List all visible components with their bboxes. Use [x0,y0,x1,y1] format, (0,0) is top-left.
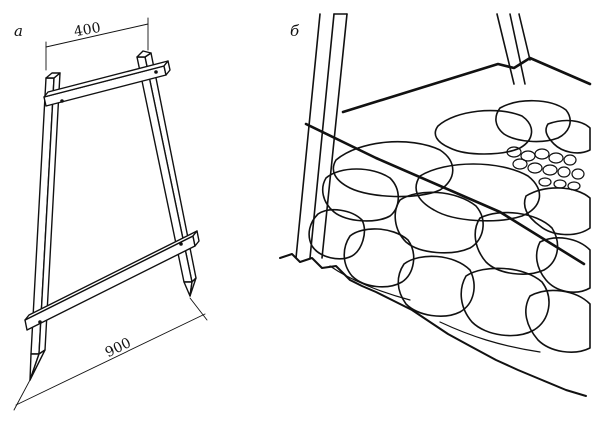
dimension-top-value: 400 [73,20,102,40]
bolt [60,99,64,103]
panel-b-label: б [290,22,300,40]
sandbags-middle-row [321,168,591,293]
ground-line [279,253,587,397]
frame-lines [304,56,592,266]
sandbags-bottom-row [308,208,591,353]
sandbags-top-row [332,99,591,236]
bottom-crossbar [24,230,200,331]
panel-b: б [279,13,592,397]
gravel-fill [506,146,585,191]
left-leg [29,72,61,381]
bolt [179,242,183,246]
dimension-bottom-value: 900 [103,335,134,361]
dimension-top: 400 [45,17,149,71]
top-crossbar [43,60,171,107]
bolt [154,70,158,74]
frame-posts [295,13,531,259]
panel-a: а 400 [13,17,208,411]
right-leg [136,50,197,297]
bolt [38,320,42,324]
panel-a-label: а [14,22,23,40]
